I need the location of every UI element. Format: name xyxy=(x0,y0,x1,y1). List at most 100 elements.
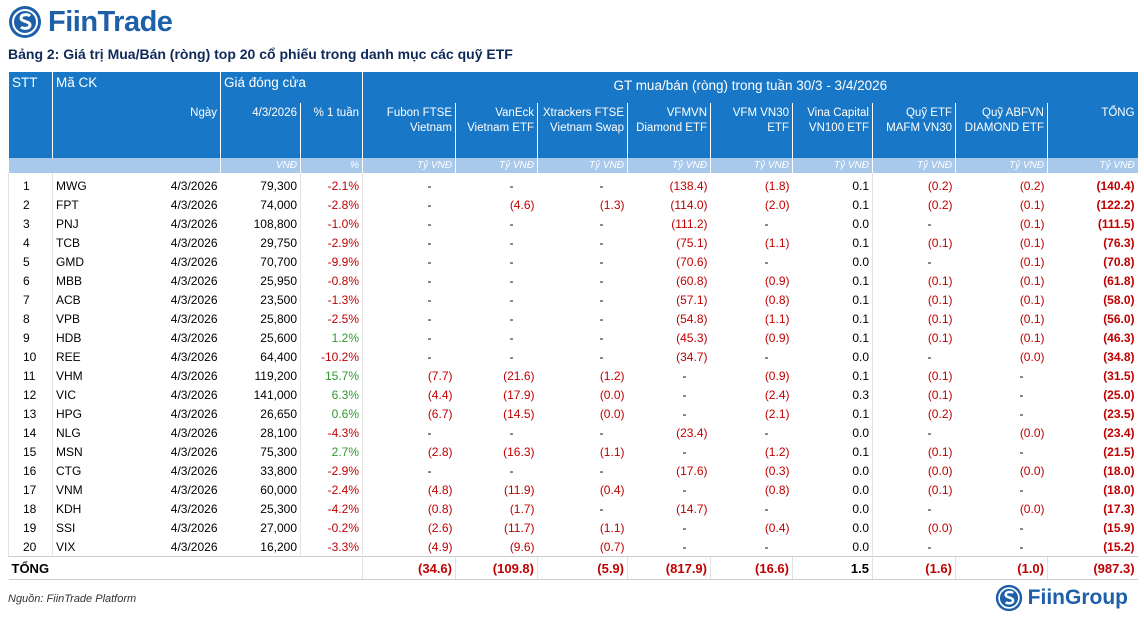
logo-icon xyxy=(995,584,1022,612)
cell: - xyxy=(599,254,604,269)
cell: 0.1 xyxy=(852,368,869,383)
cell: 15 xyxy=(8,442,53,461)
ticker: REE xyxy=(52,347,121,366)
cell: - xyxy=(362,461,456,480)
cell: (54.8) xyxy=(676,311,708,326)
cell: - xyxy=(872,537,956,557)
total-row: TỔNG (34.6) (109.8) (5.9) (817.9) (16.6) 1.5 (1… xyxy=(8,556,1138,580)
cell: (1.2) xyxy=(764,444,790,459)
cell: (17.9) xyxy=(503,387,535,402)
cell: (57.1) xyxy=(676,292,708,307)
cell: - xyxy=(362,252,456,271)
data-row: 19 SSI 4/3/2026 27,000 -0.2% (2.6) (11.7) (1.1)… xyxy=(8,518,1138,537)
cell: - xyxy=(764,216,769,231)
cell: 23,500 xyxy=(260,292,297,307)
cell: 0.0 xyxy=(852,254,869,269)
cell: - xyxy=(599,235,604,250)
ticker: PNJ xyxy=(52,214,121,233)
cell: - xyxy=(872,252,956,271)
cell: 0.0 xyxy=(852,520,869,535)
cell: (70.8) xyxy=(1103,254,1135,269)
data-row: 6 MBB 4/3/2026 25,950 -0.8% - - - (60.8) (0.9) 0.1… xyxy=(8,271,1138,290)
cell: (0.8) xyxy=(764,292,790,307)
cell: 0.1 xyxy=(852,330,869,345)
header-cell: Mã CK xyxy=(52,72,121,158)
cell: 2 xyxy=(8,195,53,214)
cell: (2.0) xyxy=(764,197,790,212)
cell: - xyxy=(1019,482,1024,497)
cell: (0.1) xyxy=(1019,254,1045,269)
cell: (0.2) xyxy=(872,404,956,423)
ticker: MWG xyxy=(52,173,121,195)
cell: (2.8) xyxy=(362,442,456,461)
cell: - xyxy=(764,349,769,364)
cell: 0.6% xyxy=(300,404,363,423)
cell: (11.7) xyxy=(504,520,535,535)
unit-label: Tỷ VNĐ xyxy=(1046,158,1138,173)
ticker: VHM xyxy=(52,366,121,385)
cell: 16,200 xyxy=(260,539,297,554)
cell: - xyxy=(1019,387,1024,402)
cell: - xyxy=(599,292,604,307)
cell: (0.2) xyxy=(1019,178,1045,193)
data-row: 18 KDH 4/3/2026 25,300 -4.2% (0.8) (1.7) - (14.7… xyxy=(8,499,1138,518)
cell: (1.8) xyxy=(764,178,790,193)
data-row: 3 PNJ 4/3/2026 108,800 -1.0% - - - (111.2) -0.0-(… xyxy=(8,214,1138,233)
cell: -2.5% xyxy=(300,309,363,328)
data-row: 1 MWG 4/3/2026 79,300 -2.1% - - - (138.4) (1.8) 0.… xyxy=(8,173,1138,195)
data-row: 2 FPT 4/3/2026 74,000 -2.8% - (4.6) (1.3) (114.0… xyxy=(8,195,1138,214)
cell: 0.1 xyxy=(852,406,869,421)
cell: (56.0) xyxy=(1103,311,1135,326)
data-row: 15 MSN 4/3/2026 75,300 2.7% (2.8) (16.3) (1.1) -… xyxy=(8,442,1138,461)
cell: - xyxy=(682,482,687,497)
cell: (18.0) xyxy=(1103,463,1135,478)
cell: -4.2% xyxy=(300,499,363,518)
cell: (0.1) xyxy=(1019,235,1045,250)
unit-label: Tỷ VNĐ xyxy=(627,158,711,173)
cell: 60,000 xyxy=(260,482,297,497)
cell: - xyxy=(599,178,604,193)
cell: (16.3) xyxy=(503,444,535,459)
cell: (0.9) xyxy=(764,330,790,345)
cell: 6 xyxy=(8,271,53,290)
cell: 0.3 xyxy=(852,387,869,402)
cell: 10 xyxy=(8,347,53,366)
cell: (2.1) xyxy=(764,406,790,421)
cell: (4.9) xyxy=(362,537,456,557)
cell: (25.0) xyxy=(1103,387,1135,402)
cell: (0.0) xyxy=(1019,463,1045,478)
cell: 16 xyxy=(8,461,53,480)
unit-label: Tỷ VNĐ xyxy=(537,158,628,173)
cell: 33,800 xyxy=(260,463,297,478)
cell: - xyxy=(682,406,687,421)
cell: 0.0 xyxy=(852,349,869,364)
cell: 75,300 xyxy=(260,444,297,459)
data-row: 4 TCB 4/3/2026 29,750 -2.9% - - - (75.1) (1.1) 0.1… xyxy=(8,233,1138,252)
cell: (0.0) xyxy=(872,518,956,537)
cell: 4/3/2026 xyxy=(170,235,218,250)
cell: (1.7) xyxy=(509,501,535,516)
cell: 4/3/2026 xyxy=(170,197,218,212)
cell: (34.7) xyxy=(676,349,708,364)
data-row: 13 HPG 4/3/2026 26,650 0.6% (6.7) (14.5) (0.0) -… xyxy=(8,404,1138,423)
source-note: Nguồn: FiinTrade Platform xyxy=(8,593,137,605)
cell: 64,400 xyxy=(260,349,297,364)
cell: - xyxy=(764,425,769,440)
cell: - xyxy=(362,347,456,366)
cell: - xyxy=(509,178,514,193)
cell: 0.1 xyxy=(852,311,869,326)
total-value: (817.9) xyxy=(627,556,711,580)
cell: (60.8) xyxy=(676,273,708,288)
cell: (4.4) xyxy=(362,385,456,404)
cell: -3.3% xyxy=(300,537,363,557)
cell: - xyxy=(764,539,769,554)
cell: (0.0) xyxy=(1019,425,1045,440)
cell: (6.7) xyxy=(362,404,456,423)
cell: 19 xyxy=(8,518,53,537)
total-value: (1.6) xyxy=(872,556,956,580)
cell: - xyxy=(362,328,456,347)
header-cell: GT mua/bán (ròng) trong tuần 30/3 - 3/4/… xyxy=(361,72,1138,103)
cell: - xyxy=(509,292,514,307)
data-row: 12 VIC 4/3/2026 141,000 6.3% (4.4) (17.9) (0.0)… xyxy=(8,385,1138,404)
cell: (76.3) xyxy=(1103,235,1135,250)
